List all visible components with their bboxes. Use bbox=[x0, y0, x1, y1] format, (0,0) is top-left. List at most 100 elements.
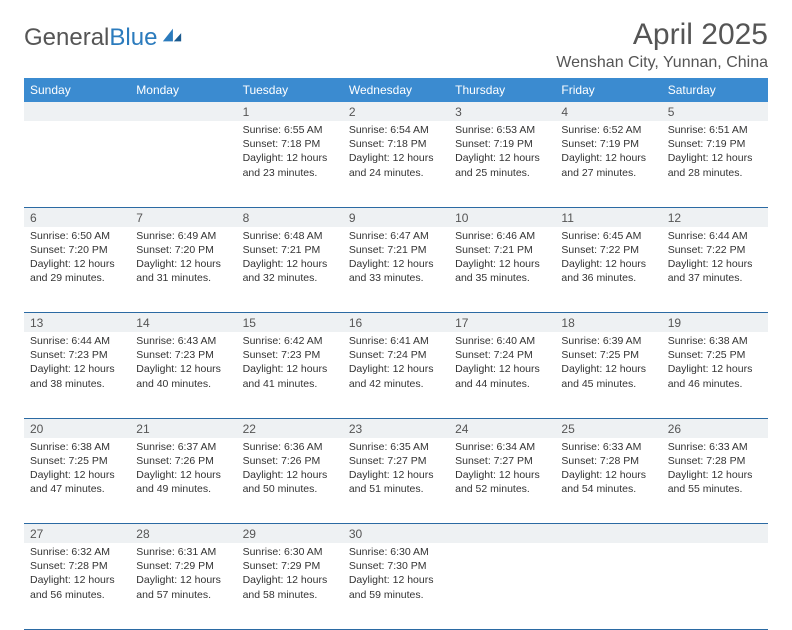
daynum-row: 27282930 bbox=[24, 524, 768, 544]
day-content-cell: Sunrise: 6:55 AMSunset: 7:18 PMDaylight:… bbox=[237, 121, 343, 207]
daylight-line: Daylight: 12 hours and 23 minutes. bbox=[243, 151, 337, 179]
sunset-line: Sunset: 7:21 PM bbox=[455, 243, 549, 257]
sunset-line: Sunset: 7:21 PM bbox=[349, 243, 443, 257]
daylight-line: Daylight: 12 hours and 47 minutes. bbox=[30, 468, 124, 496]
daylight-line: Daylight: 12 hours and 46 minutes. bbox=[668, 362, 762, 390]
day-content-cell: Sunrise: 6:30 AMSunset: 7:29 PMDaylight:… bbox=[237, 543, 343, 629]
sunset-line: Sunset: 7:28 PM bbox=[561, 454, 655, 468]
sunrise-line: Sunrise: 6:41 AM bbox=[349, 334, 443, 348]
sunrise-line: Sunrise: 6:43 AM bbox=[136, 334, 230, 348]
day-content-cell: Sunrise: 6:51 AMSunset: 7:19 PMDaylight:… bbox=[662, 121, 768, 207]
day-number-cell bbox=[555, 524, 661, 544]
sunset-line: Sunset: 7:26 PM bbox=[243, 454, 337, 468]
sunrise-line: Sunrise: 6:50 AM bbox=[30, 229, 124, 243]
sunset-line: Sunset: 7:25 PM bbox=[668, 348, 762, 362]
day-content-cell: Sunrise: 6:33 AMSunset: 7:28 PMDaylight:… bbox=[662, 438, 768, 524]
sunrise-line: Sunrise: 6:31 AM bbox=[136, 545, 230, 559]
content-row: Sunrise: 6:38 AMSunset: 7:25 PMDaylight:… bbox=[24, 438, 768, 524]
sunrise-line: Sunrise: 6:40 AM bbox=[455, 334, 549, 348]
daylight-line: Daylight: 12 hours and 35 minutes. bbox=[455, 257, 549, 285]
sunset-line: Sunset: 7:23 PM bbox=[30, 348, 124, 362]
day-content-cell: Sunrise: 6:33 AMSunset: 7:28 PMDaylight:… bbox=[555, 438, 661, 524]
sunrise-line: Sunrise: 6:36 AM bbox=[243, 440, 337, 454]
day-number-cell: 7 bbox=[130, 207, 236, 227]
daylight-line: Daylight: 12 hours and 58 minutes. bbox=[243, 573, 337, 601]
day-number-cell: 30 bbox=[343, 524, 449, 544]
sunrise-line: Sunrise: 6:54 AM bbox=[349, 123, 443, 137]
daylight-line: Daylight: 12 hours and 29 minutes. bbox=[30, 257, 124, 285]
daylight-line: Daylight: 12 hours and 52 minutes. bbox=[455, 468, 549, 496]
day-content-cell: Sunrise: 6:49 AMSunset: 7:20 PMDaylight:… bbox=[130, 227, 236, 313]
day-content-cell bbox=[662, 543, 768, 629]
day-content-cell: Sunrise: 6:34 AMSunset: 7:27 PMDaylight:… bbox=[449, 438, 555, 524]
day-number-cell: 11 bbox=[555, 207, 661, 227]
sunset-line: Sunset: 7:27 PM bbox=[455, 454, 549, 468]
daynum-row: 13141516171819 bbox=[24, 313, 768, 333]
sunset-line: Sunset: 7:29 PM bbox=[243, 559, 337, 573]
sunrise-line: Sunrise: 6:38 AM bbox=[30, 440, 124, 454]
logo-text: GeneralBlue bbox=[24, 24, 157, 52]
sunrise-line: Sunrise: 6:30 AM bbox=[243, 545, 337, 559]
day-content-cell: Sunrise: 6:35 AMSunset: 7:27 PMDaylight:… bbox=[343, 438, 449, 524]
logo-text-blue: Blue bbox=[109, 24, 157, 51]
day-content-cell: Sunrise: 6:38 AMSunset: 7:25 PMDaylight:… bbox=[662, 332, 768, 418]
daylight-line: Daylight: 12 hours and 44 minutes. bbox=[455, 362, 549, 390]
daylight-line: Daylight: 12 hours and 27 minutes. bbox=[561, 151, 655, 179]
sunrise-line: Sunrise: 6:53 AM bbox=[455, 123, 549, 137]
sunset-line: Sunset: 7:23 PM bbox=[136, 348, 230, 362]
sunrise-line: Sunrise: 6:44 AM bbox=[668, 229, 762, 243]
day-content-cell bbox=[130, 121, 236, 207]
day-content-cell: Sunrise: 6:43 AMSunset: 7:23 PMDaylight:… bbox=[130, 332, 236, 418]
daylight-line: Daylight: 12 hours and 32 minutes. bbox=[243, 257, 337, 285]
content-row: Sunrise: 6:50 AMSunset: 7:20 PMDaylight:… bbox=[24, 227, 768, 313]
daylight-line: Daylight: 12 hours and 49 minutes. bbox=[136, 468, 230, 496]
day-number-cell: 1 bbox=[237, 102, 343, 121]
sunrise-line: Sunrise: 6:46 AM bbox=[455, 229, 549, 243]
sunset-line: Sunset: 7:30 PM bbox=[349, 559, 443, 573]
day-number-cell: 28 bbox=[130, 524, 236, 544]
day-content-cell: Sunrise: 6:52 AMSunset: 7:19 PMDaylight:… bbox=[555, 121, 661, 207]
day-content-cell: Sunrise: 6:39 AMSunset: 7:25 PMDaylight:… bbox=[555, 332, 661, 418]
day-content-cell: Sunrise: 6:38 AMSunset: 7:25 PMDaylight:… bbox=[24, 438, 130, 524]
day-content-cell: Sunrise: 6:30 AMSunset: 7:30 PMDaylight:… bbox=[343, 543, 449, 629]
sunrise-line: Sunrise: 6:47 AM bbox=[349, 229, 443, 243]
sunrise-line: Sunrise: 6:48 AM bbox=[243, 229, 337, 243]
sunrise-line: Sunrise: 6:30 AM bbox=[349, 545, 443, 559]
sunrise-line: Sunrise: 6:45 AM bbox=[561, 229, 655, 243]
day-content-cell: Sunrise: 6:37 AMSunset: 7:26 PMDaylight:… bbox=[130, 438, 236, 524]
daylight-line: Daylight: 12 hours and 24 minutes. bbox=[349, 151, 443, 179]
daylight-line: Daylight: 12 hours and 57 minutes. bbox=[136, 573, 230, 601]
sunset-line: Sunset: 7:28 PM bbox=[30, 559, 124, 573]
sunset-line: Sunset: 7:25 PM bbox=[561, 348, 655, 362]
day-number-cell: 27 bbox=[24, 524, 130, 544]
calendar-table: SundayMondayTuesdayWednesdayThursdayFrid… bbox=[24, 78, 768, 630]
daylight-line: Daylight: 12 hours and 41 minutes. bbox=[243, 362, 337, 390]
day-number-cell: 17 bbox=[449, 313, 555, 333]
day-number-cell: 24 bbox=[449, 418, 555, 438]
sunset-line: Sunset: 7:22 PM bbox=[668, 243, 762, 257]
day-content-cell bbox=[449, 543, 555, 629]
weekday-header: Sunday bbox=[24, 78, 130, 102]
sunset-line: Sunset: 7:25 PM bbox=[30, 454, 124, 468]
day-content-cell: Sunrise: 6:53 AMSunset: 7:19 PMDaylight:… bbox=[449, 121, 555, 207]
daynum-row: 6789101112 bbox=[24, 207, 768, 227]
sunrise-line: Sunrise: 6:39 AM bbox=[561, 334, 655, 348]
day-number-cell: 26 bbox=[662, 418, 768, 438]
daylight-line: Daylight: 12 hours and 50 minutes. bbox=[243, 468, 337, 496]
day-number-cell: 2 bbox=[343, 102, 449, 121]
daynum-row: 12345 bbox=[24, 102, 768, 121]
logo: GeneralBlue bbox=[24, 24, 183, 52]
day-number-cell: 10 bbox=[449, 207, 555, 227]
daylight-line: Daylight: 12 hours and 37 minutes. bbox=[668, 257, 762, 285]
daylight-line: Daylight: 12 hours and 55 minutes. bbox=[668, 468, 762, 496]
day-number-cell: 9 bbox=[343, 207, 449, 227]
content-row: Sunrise: 6:55 AMSunset: 7:18 PMDaylight:… bbox=[24, 121, 768, 207]
day-content-cell: Sunrise: 6:44 AMSunset: 7:23 PMDaylight:… bbox=[24, 332, 130, 418]
daylight-line: Daylight: 12 hours and 25 minutes. bbox=[455, 151, 549, 179]
day-number-cell: 19 bbox=[662, 313, 768, 333]
day-number-cell: 14 bbox=[130, 313, 236, 333]
sunset-line: Sunset: 7:21 PM bbox=[243, 243, 337, 257]
day-number-cell: 22 bbox=[237, 418, 343, 438]
sunrise-line: Sunrise: 6:33 AM bbox=[668, 440, 762, 454]
weekday-header: Wednesday bbox=[343, 78, 449, 102]
